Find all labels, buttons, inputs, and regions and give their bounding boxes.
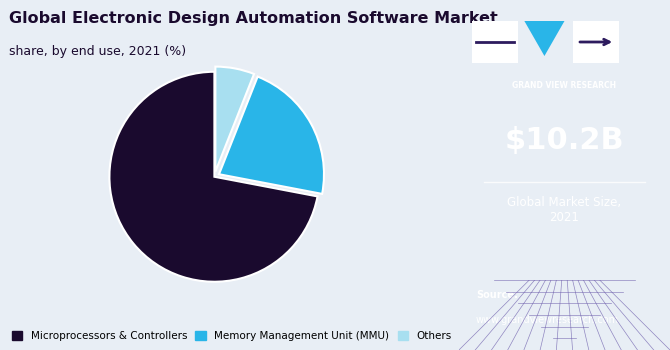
Wedge shape bbox=[215, 66, 254, 172]
Legend: Microprocessors & Controllers, Memory Management Unit (MMU), Others: Microprocessors & Controllers, Memory Ma… bbox=[12, 331, 452, 341]
Text: $10.2B: $10.2B bbox=[505, 126, 624, 154]
FancyBboxPatch shape bbox=[472, 21, 518, 63]
Wedge shape bbox=[109, 72, 318, 282]
Text: GRAND VIEW RESEARCH: GRAND VIEW RESEARCH bbox=[513, 80, 616, 90]
Text: Source:: Source: bbox=[476, 290, 518, 301]
Text: Global Market Size,
2021: Global Market Size, 2021 bbox=[507, 196, 622, 224]
Polygon shape bbox=[525, 21, 564, 56]
Wedge shape bbox=[219, 77, 324, 194]
Text: Global Electronic Design Automation Software Market: Global Electronic Design Automation Soft… bbox=[9, 10, 498, 26]
Text: share, by end use, 2021 (%): share, by end use, 2021 (%) bbox=[9, 46, 186, 58]
FancyBboxPatch shape bbox=[573, 21, 619, 63]
Text: www.grandviewresearch.com: www.grandviewresearch.com bbox=[476, 315, 619, 325]
